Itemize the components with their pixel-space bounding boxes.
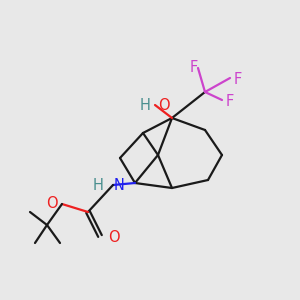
Text: O: O: [158, 98, 169, 112]
Text: N: N: [114, 178, 125, 193]
Text: H: H: [140, 98, 150, 112]
Text: F: F: [234, 71, 242, 86]
Text: H: H: [92, 178, 103, 193]
Text: O: O: [46, 196, 58, 211]
Text: F: F: [226, 94, 234, 109]
Text: F: F: [190, 59, 198, 74]
Text: O: O: [108, 230, 120, 244]
